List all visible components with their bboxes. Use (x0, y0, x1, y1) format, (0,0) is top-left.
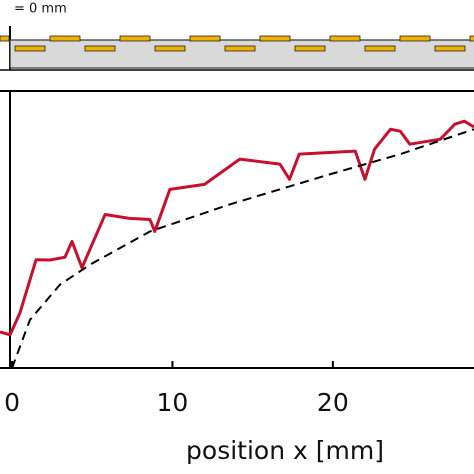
line (0, 119, 474, 337)
electrode (49, 35, 81, 42)
electrode (259, 35, 291, 42)
electrode (224, 45, 256, 52)
electrode (364, 45, 396, 52)
line (11, 128, 474, 369)
electrode (84, 45, 116, 52)
schematic: = 0 mm (0, 2, 474, 71)
electrode (14, 45, 46, 52)
x-tick-label: 0 (4, 388, 20, 417)
electrode (119, 35, 151, 42)
x-tick-label: 10 (157, 388, 189, 417)
x-tick-label: 20 (317, 388, 349, 417)
electrode (329, 35, 361, 42)
electrode (294, 45, 326, 52)
x-axis-label: position x [mm] (186, 436, 384, 465)
waveguide (9, 39, 474, 69)
electrode (154, 45, 186, 52)
electrode (399, 35, 431, 42)
electrodes (0, 35, 474, 52)
electrode (469, 35, 474, 42)
annotation: = 0 mm (14, 2, 67, 17)
electrode (434, 45, 466, 52)
electrode (0, 35, 10, 42)
electrode (189, 35, 221, 42)
